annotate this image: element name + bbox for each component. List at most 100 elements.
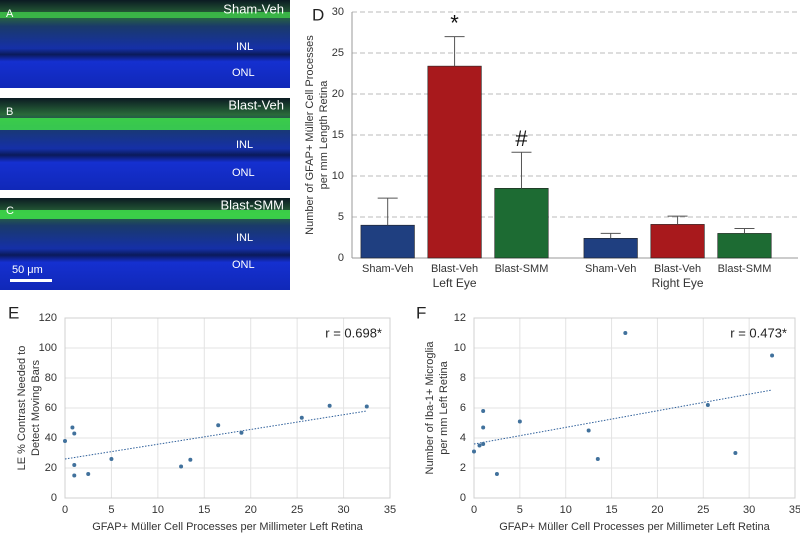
y-tick-label: 6 xyxy=(460,402,466,414)
bar xyxy=(360,224,415,259)
x-tick-label: Blast-Veh xyxy=(654,263,701,275)
point xyxy=(472,449,476,454)
y-tick-label: 2 xyxy=(460,462,466,474)
x-tick-label: 10 xyxy=(152,504,164,516)
panel-label: A xyxy=(6,8,14,20)
bar xyxy=(717,233,772,259)
x-tick-label: 20 xyxy=(651,504,663,516)
bar xyxy=(583,238,638,259)
x-tick-label: 10 xyxy=(560,504,572,516)
y-axis-label: Detect Moving Bars xyxy=(30,360,42,456)
y-axis-label: per mm Left Retina xyxy=(438,360,450,454)
y-tick-label: 120 xyxy=(39,312,57,324)
x-tick-label: 15 xyxy=(605,504,617,516)
point xyxy=(72,473,77,478)
y-tick-label: 5 xyxy=(338,211,344,223)
y-tick-label: 12 xyxy=(454,312,466,324)
annotation: # xyxy=(515,126,528,151)
y-tick-label: 10 xyxy=(454,342,466,354)
annotation: * xyxy=(450,10,459,35)
layer-label: ONL xyxy=(232,259,255,271)
x-tick-label: 15 xyxy=(198,504,210,516)
point xyxy=(70,425,75,430)
panel-label: F xyxy=(416,303,426,322)
point xyxy=(481,442,486,446)
x-tick-label: Blast-Veh xyxy=(431,263,478,275)
x-tick-label: 5 xyxy=(108,504,114,516)
gfap-band xyxy=(0,210,290,219)
x-axis-label: GFAP+ Müller Cell Processes per Millimet… xyxy=(92,521,363,533)
x-tick-label: 30 xyxy=(337,504,349,516)
x-tick-label: Sham-Veh xyxy=(585,263,636,275)
y-tick-label: 20 xyxy=(332,88,344,100)
layer-label: INL xyxy=(236,139,253,151)
trendline xyxy=(64,410,367,460)
x-tick-label: 20 xyxy=(245,504,257,516)
y-axis-label: LE % Contrast Needed to xyxy=(16,346,28,471)
y-tick-label: 0 xyxy=(338,252,344,264)
point xyxy=(770,353,775,358)
condition: Blast-Veh xyxy=(228,97,284,112)
y-tick-label: 60 xyxy=(45,402,57,414)
layer-label: ONL xyxy=(232,67,255,79)
y-tick-label: 20 xyxy=(45,462,57,474)
bar xyxy=(650,224,705,259)
x-tick-label: 0 xyxy=(62,504,68,516)
y-tick-label: 100 xyxy=(39,342,57,354)
annotation: r = 0.473* xyxy=(730,325,787,340)
x-axis-label: GFAP+ Müller Cell Processes per Millimet… xyxy=(499,521,770,533)
x-tick-label: Blast-SMM xyxy=(718,263,772,275)
point xyxy=(364,404,369,409)
layer-label: INL xyxy=(236,41,253,53)
y-axis-label: Number of Iba-1+ Microglia xyxy=(424,341,436,475)
point xyxy=(299,415,304,420)
point xyxy=(63,439,67,443)
y-tick-label: 8 xyxy=(460,372,466,384)
x-tick-label: 25 xyxy=(697,504,709,516)
y-axis-label: per mm Length Retina xyxy=(318,80,330,190)
point xyxy=(86,472,91,476)
trendline xyxy=(473,389,773,445)
gfap-band xyxy=(0,12,290,18)
panel-label: B xyxy=(6,106,13,118)
plot-frame xyxy=(473,317,796,499)
point xyxy=(72,463,77,467)
y-tick-label: 10 xyxy=(332,170,344,182)
point xyxy=(494,472,499,476)
point xyxy=(179,464,184,469)
plot-frame xyxy=(64,317,391,499)
image xyxy=(0,98,290,190)
scale-bar-label: 50 μm xyxy=(12,264,43,276)
gfap-band xyxy=(0,118,290,130)
point xyxy=(595,457,600,461)
bar xyxy=(494,188,549,259)
group-label: Right Eye xyxy=(652,276,704,290)
x-tick-label: 35 xyxy=(789,504,800,516)
x-tick-label: 5 xyxy=(517,504,523,516)
point xyxy=(586,428,591,433)
y-tick-label: 0 xyxy=(460,492,466,504)
panel-label: E xyxy=(8,303,19,322)
y-tick-label: 30 xyxy=(332,6,344,18)
point xyxy=(481,409,486,413)
point xyxy=(188,457,193,462)
x-tick-label: Sham-Veh xyxy=(362,263,413,275)
x-tick-label: 35 xyxy=(384,504,396,516)
point xyxy=(216,423,221,428)
x-tick-label: 25 xyxy=(291,504,303,516)
bar xyxy=(427,65,482,259)
point xyxy=(72,431,77,436)
micrograph-a: A Sham-Veh INL ONL xyxy=(0,0,290,88)
panel-label: D xyxy=(312,5,324,24)
point xyxy=(705,403,710,407)
annotation: r = 0.698* xyxy=(325,325,382,340)
micrograph-c: C Blast-SMM INL ONL 50 μm xyxy=(0,197,290,290)
group-label: Left Eye xyxy=(433,276,477,290)
point xyxy=(623,331,628,335)
point xyxy=(239,430,244,435)
y-tick-label: 15 xyxy=(332,129,344,141)
point xyxy=(327,403,332,408)
y-tick-label: 0 xyxy=(51,492,57,504)
point xyxy=(109,457,114,461)
x-tick-label: 0 xyxy=(471,504,477,516)
